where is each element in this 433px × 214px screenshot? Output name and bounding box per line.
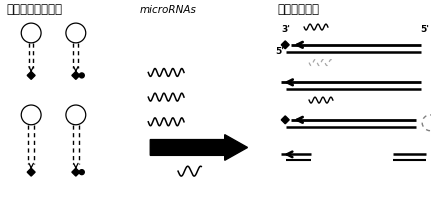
Circle shape [79, 73, 84, 78]
Text: 5': 5' [420, 25, 429, 34]
Polygon shape [150, 135, 248, 160]
Polygon shape [281, 116, 289, 124]
Polygon shape [72, 168, 80, 176]
Polygon shape [72, 71, 80, 79]
Polygon shape [27, 71, 35, 79]
Text: 荧光极大增强: 荧光极大增强 [277, 3, 319, 16]
Text: microRNAs: microRNAs [140, 5, 197, 15]
Text: 不同荧光标记探针: 不同荧光标记探针 [6, 3, 62, 16]
Polygon shape [27, 168, 35, 176]
Text: 3': 3' [281, 25, 290, 34]
Polygon shape [281, 41, 289, 49]
Text: 5': 5' [275, 47, 284, 56]
Circle shape [79, 170, 84, 175]
